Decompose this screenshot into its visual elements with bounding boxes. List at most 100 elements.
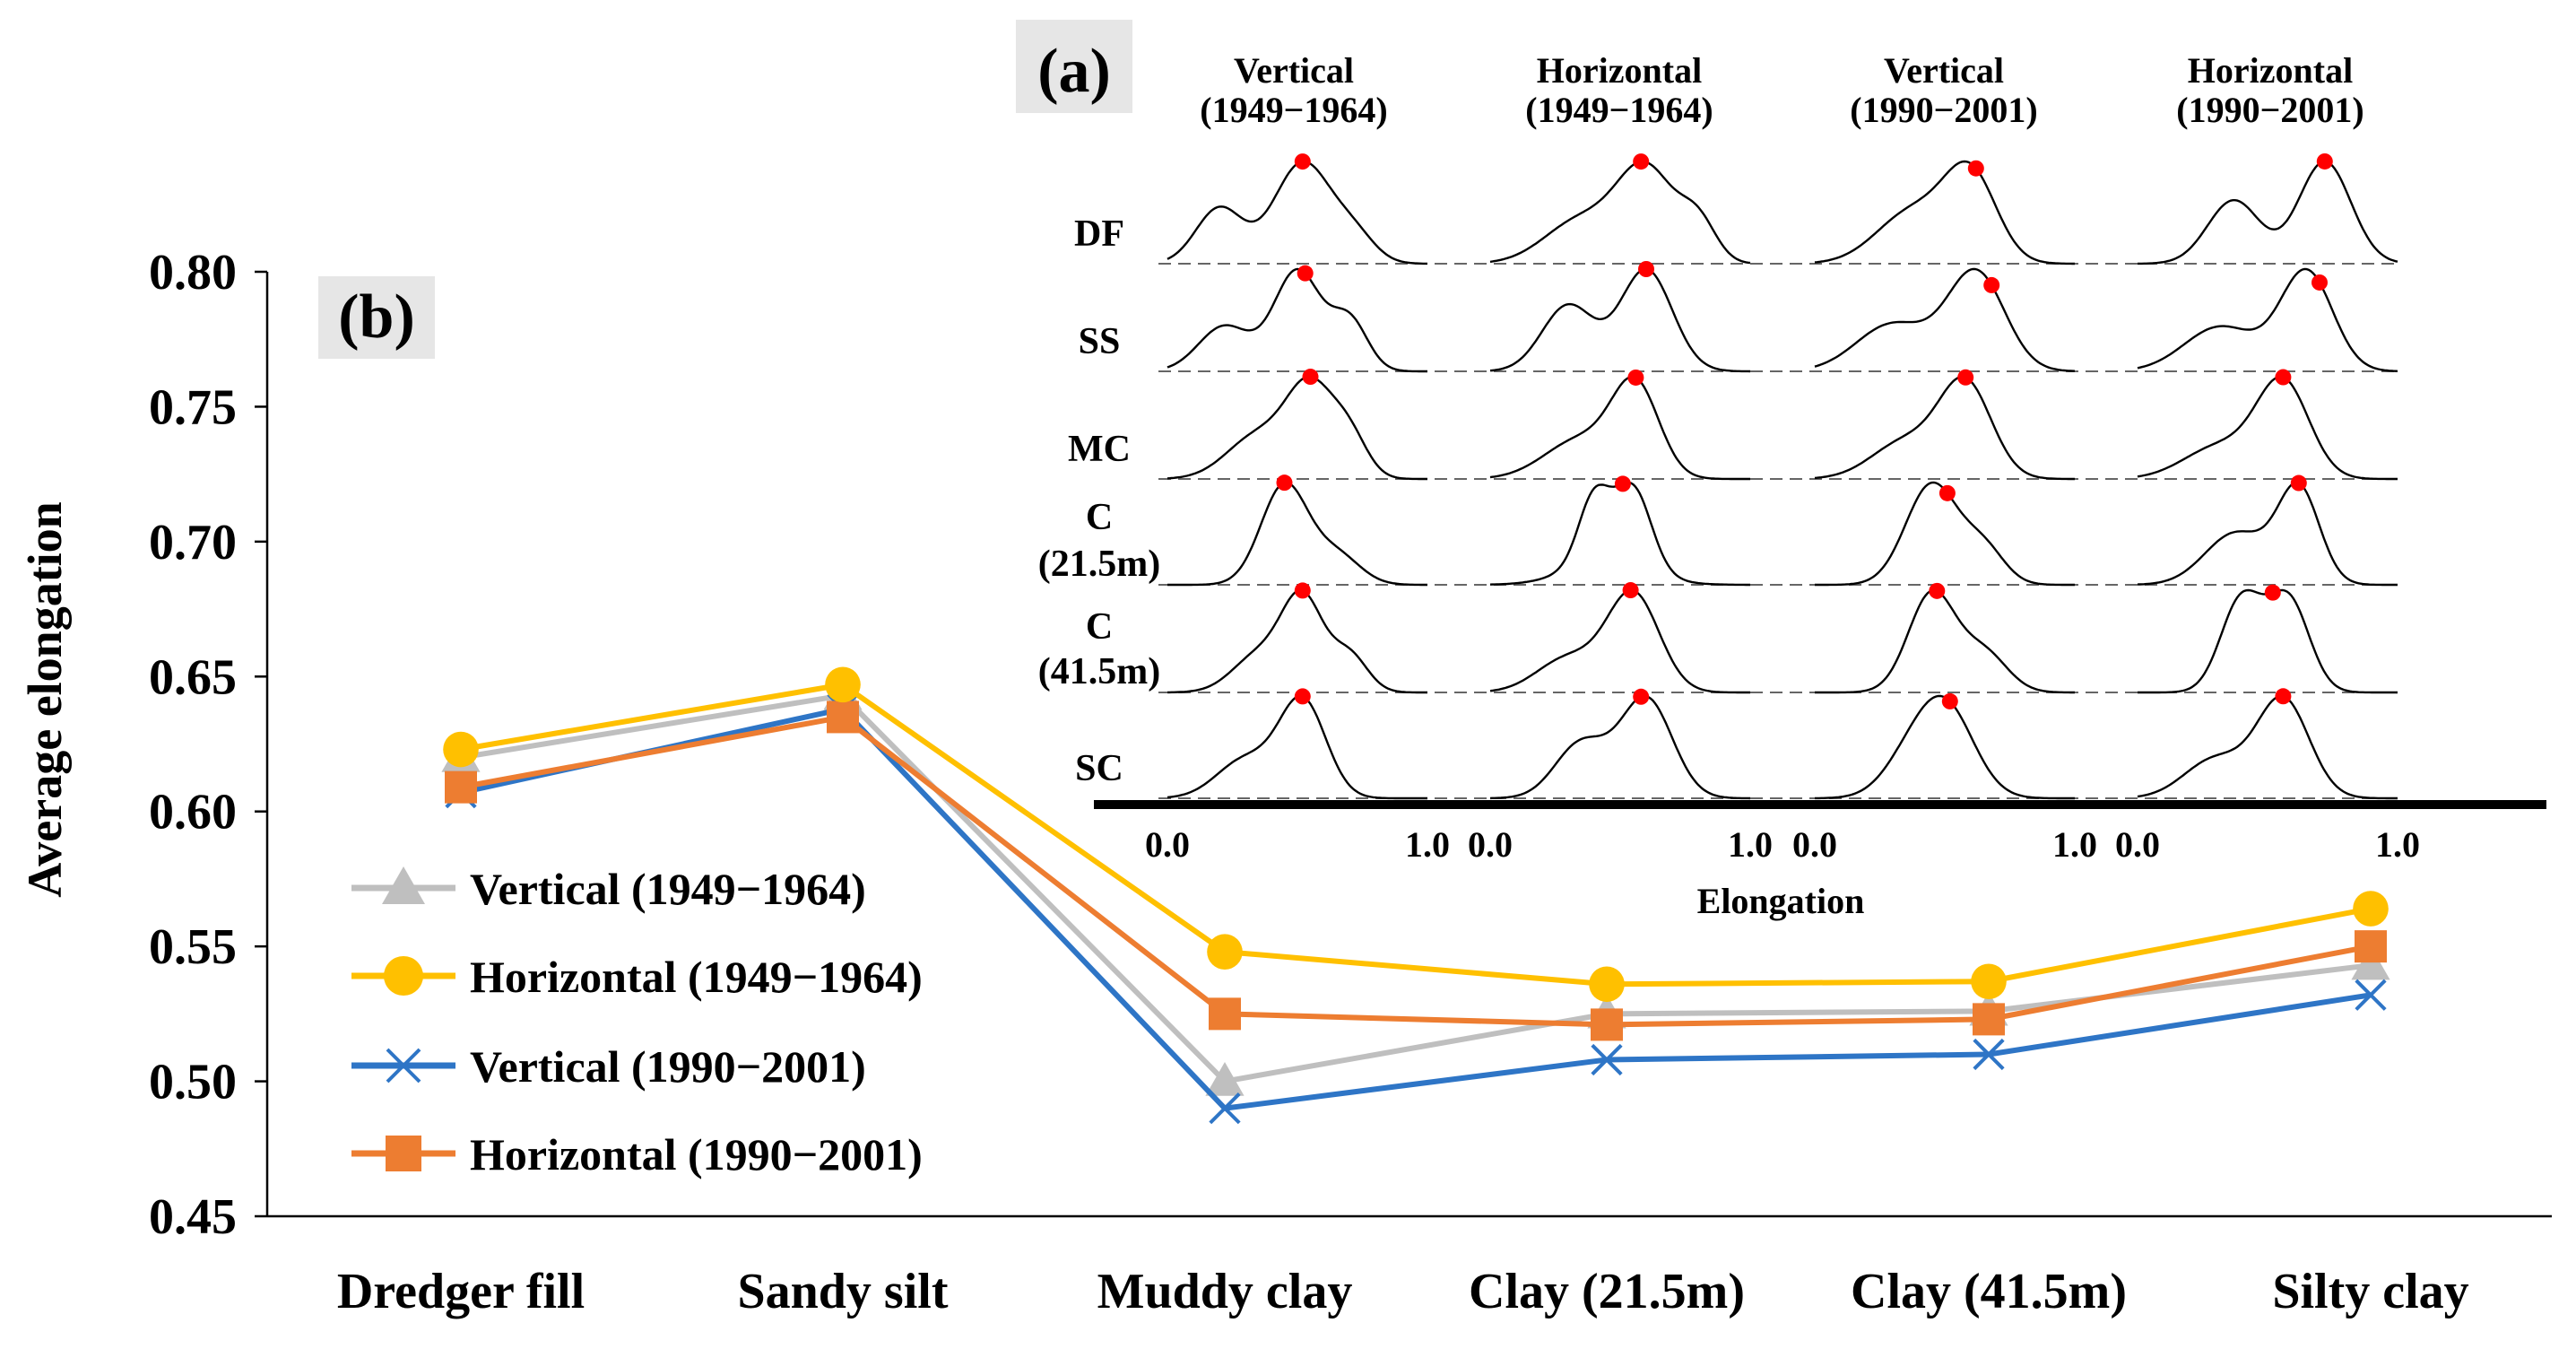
- peak-marker: [2311, 274, 2328, 291]
- density-curve: [1167, 375, 1427, 481]
- density-curve: [1489, 481, 1750, 587]
- data-point: [2355, 979, 2387, 1011]
- row-label-line: (41.5m): [1038, 651, 1160, 692]
- peak-marker: [1929, 582, 1946, 599]
- legend-label: Horizontal (1949−1964): [470, 952, 923, 1002]
- density-curve: [1167, 267, 1427, 373]
- inset-x-tick-label: 1.0: [2052, 824, 2097, 865]
- x-category-label: Clay (41.5m): [1851, 1264, 2127, 1319]
- x-category-label: Muddy clay: [1097, 1264, 1353, 1319]
- row-label-line: DF: [1074, 213, 1124, 255]
- data-point: [386, 1048, 421, 1084]
- column-header-line: Vertical: [1884, 50, 2004, 91]
- peak-marker: [1294, 153, 1311, 170]
- legend-item: Vertical (1990−2001): [351, 1041, 866, 1092]
- inset-x-tick-label: 1.0: [2375, 824, 2420, 865]
- row-label-line: MC: [1068, 429, 1131, 470]
- peak-marker: [1983, 276, 2000, 293]
- inset-x-tick-label: 0.0: [1468, 824, 1513, 865]
- peak-marker: [1633, 153, 1650, 170]
- peak-marker: [2275, 688, 2292, 705]
- inset-x-tick-label: 0.0: [1792, 824, 1837, 865]
- density-curve: [2138, 588, 2398, 694]
- density-curve: [2138, 160, 2398, 265]
- data-point: [443, 731, 479, 768]
- density-curve: [1167, 694, 1427, 800]
- data-point: [1973, 1003, 2005, 1036]
- column-header-line: Horizontal: [1537, 50, 1702, 91]
- inset-x-ticks: 0.0 1.0 0.0 1.0 0.0 1.0 0.0 1.0: [1145, 824, 2420, 865]
- peak-marker: [1957, 369, 1974, 386]
- y-tick-label: 0.65: [149, 649, 237, 705]
- inset-x-axis-title: Elongation: [1697, 881, 1865, 921]
- density-curve: [1489, 267, 1751, 373]
- peak-marker: [1967, 160, 1984, 177]
- y-tick-label: 0.45: [149, 1189, 237, 1245]
- data-point: [1589, 966, 1625, 1003]
- peak-marker: [1638, 261, 1654, 277]
- density-curve: [1167, 481, 1427, 587]
- data-point: [1207, 934, 1243, 970]
- data-point: [384, 956, 423, 996]
- peak-marker: [1614, 475, 1631, 492]
- column-headers: Vertical(1949−1964)Horizontal(1949−1964)…: [1200, 50, 2364, 130]
- data-point: [1205, 1061, 1245, 1096]
- x-category-label: Dredger fill: [337, 1264, 585, 1319]
- row-label-line: SS: [1079, 321, 1121, 362]
- peak-marker: [1622, 582, 1639, 599]
- series-line: [460, 706, 2372, 1111]
- density-curve: [2137, 481, 2398, 587]
- density-curve: [1167, 160, 1427, 265]
- density-curve: [1815, 588, 2075, 694]
- column-header-line: (1949−1964): [1525, 90, 1713, 130]
- density-curve: [1814, 267, 2076, 372]
- column-header-line: (1990−2001): [2176, 90, 2364, 130]
- peak-marker: [1294, 582, 1311, 599]
- inset-x-tick-label: 1.0: [1728, 824, 1773, 865]
- peak-marker: [1939, 484, 1956, 501]
- inset-x-tick-label: 1.0: [1405, 824, 1450, 865]
- peak-marker: [2316, 152, 2333, 170]
- peak-marker: [1276, 474, 1293, 492]
- density-curve: [1167, 588, 1427, 694]
- series-3: [445, 701, 2387, 1041]
- column-header-line: Horizontal: [2188, 50, 2353, 91]
- row-label-line: C: [1086, 606, 1113, 648]
- legend: Vertical (1949−1964) Horizontal (1949−196…: [351, 864, 923, 1179]
- panel-b-line-chart: (b) Average elongation 0.800.750.700.650…: [18, 245, 2552, 1319]
- peak-marker: [2290, 474, 2307, 492]
- legend-label: Vertical (1949−1964): [470, 864, 866, 914]
- panel-b-label: (b): [338, 283, 415, 352]
- panel-a-distributions: (a) Vertical(1949−1964)Horizontal(1949−1…: [1016, 20, 2546, 921]
- x-category-label: Sandy silt: [738, 1264, 949, 1319]
- inset-x-tick-label: 0.0: [2115, 824, 2160, 865]
- density-curve: [1489, 588, 1750, 694]
- panel-b-label-box: [318, 276, 435, 359]
- row-label-line: (21.5m): [1038, 544, 1160, 585]
- density-curve: [2137, 694, 2398, 800]
- data-point: [2355, 930, 2387, 963]
- x-category-labels: Dredger fill Sandy silt Muddy clay Clay (21…: [337, 1264, 2469, 1319]
- column-header-line: Vertical: [1234, 50, 1354, 91]
- data-point: [445, 770, 477, 804]
- peak-marker: [1627, 369, 1644, 386]
- data-point: [2353, 891, 2389, 927]
- data-point: [1209, 1092, 1241, 1125]
- density-curve: [1489, 375, 1750, 481]
- density-curve: [1814, 160, 2075, 265]
- series-line: [460, 682, 2372, 988]
- data-point: [1973, 1038, 2005, 1071]
- panel-a-label-box: [1016, 20, 1132, 113]
- x-category-label: Clay (21.5m): [1469, 1264, 1745, 1319]
- y-tick-label: 0.75: [149, 379, 237, 435]
- series-line: [460, 692, 2372, 1084]
- data-point: [382, 866, 425, 904]
- row-label-line: SC: [1075, 748, 1123, 789]
- panel-a-label: (a): [1037, 37, 1111, 106]
- y-tick-label: 0.80: [149, 245, 237, 300]
- series-1: [443, 666, 2389, 1003]
- legend-label: Horizontal (1990−2001): [470, 1129, 923, 1179]
- series-group: [441, 666, 2390, 1125]
